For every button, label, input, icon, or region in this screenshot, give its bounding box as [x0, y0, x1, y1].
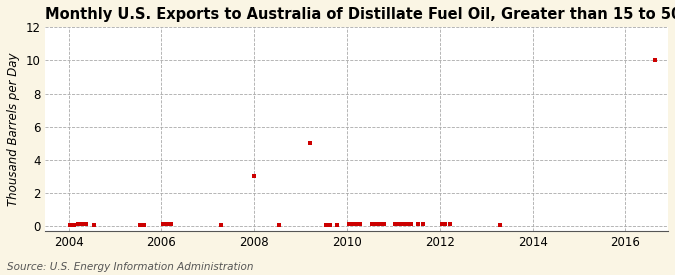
Point: [305, 141, 316, 145]
Y-axis label: Thousand Barrels per Day: Thousand Barrels per Day: [7, 52, 20, 206]
Point: [406, 222, 416, 227]
Point: [436, 222, 447, 227]
Point: [494, 223, 505, 227]
Point: [413, 222, 424, 227]
Point: [69, 223, 80, 227]
Point: [371, 222, 381, 227]
Text: Source: U.S. Energy Information Administration: Source: U.S. Energy Information Administ…: [7, 262, 253, 272]
Point: [367, 222, 377, 227]
Point: [417, 222, 428, 227]
Point: [440, 222, 451, 227]
Point: [249, 174, 260, 178]
Point: [139, 223, 150, 227]
Point: [347, 222, 358, 227]
Point: [390, 222, 401, 227]
Point: [325, 223, 335, 227]
Point: [81, 222, 92, 227]
Point: [355, 222, 366, 227]
Point: [398, 222, 408, 227]
Point: [394, 222, 404, 227]
Point: [134, 223, 145, 227]
Point: [649, 58, 660, 63]
Point: [402, 222, 412, 227]
Point: [332, 223, 343, 227]
Point: [344, 222, 354, 227]
Point: [88, 223, 99, 227]
Point: [73, 222, 84, 227]
Point: [351, 222, 362, 227]
Point: [444, 222, 455, 227]
Point: [320, 223, 331, 227]
Point: [274, 223, 285, 227]
Point: [77, 222, 88, 227]
Point: [216, 223, 227, 227]
Point: [65, 223, 76, 227]
Text: Monthly U.S. Exports to Australia of Distillate Fuel Oil, Greater than 15 to 500: Monthly U.S. Exports to Australia of Dis…: [45, 7, 675, 22]
Point: [158, 222, 169, 227]
Point: [165, 222, 176, 227]
Point: [378, 222, 389, 227]
Point: [375, 222, 385, 227]
Point: [161, 222, 172, 227]
